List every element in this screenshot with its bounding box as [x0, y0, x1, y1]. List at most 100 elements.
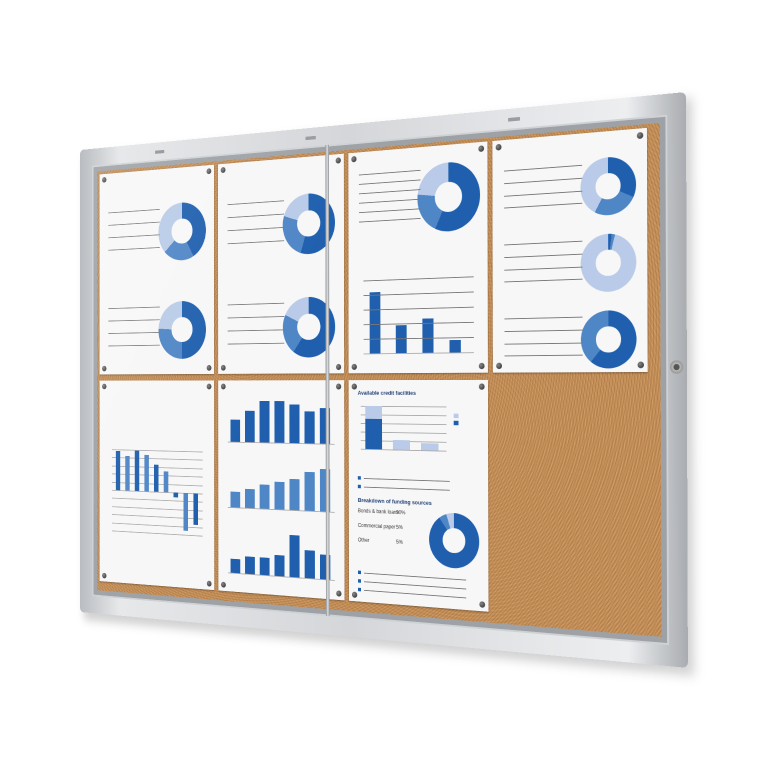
track-marker [508, 116, 520, 122]
chart-bar [304, 549, 315, 579]
pin-icon [335, 383, 342, 390]
chart-bar [245, 556, 255, 575]
pin-icon [478, 383, 485, 390]
chart-bar [144, 454, 149, 492]
chart-bar [153, 464, 159, 492]
label-line [363, 486, 450, 491]
chart-bar [230, 491, 241, 508]
label-line [364, 581, 467, 590]
label-line [504, 177, 583, 184]
label-line [108, 318, 160, 322]
donut-chart [282, 191, 336, 255]
chart-bar [163, 471, 169, 493]
label-line [227, 302, 285, 305]
chart-bar [134, 450, 140, 492]
pin-icon [336, 590, 342, 597]
label-line [504, 190, 583, 197]
pin-icon [206, 168, 212, 175]
chart-bar [173, 492, 179, 498]
chart-bar [449, 340, 461, 353]
chart-bar [245, 488, 255, 509]
pin-icon [496, 362, 503, 370]
donut-chart [158, 200, 206, 262]
chart-bar [289, 478, 300, 511]
bullet [357, 579, 361, 583]
pin-icon [478, 145, 485, 153]
label-line [108, 208, 160, 213]
label-line [358, 217, 421, 223]
chart-bar [230, 419, 241, 442]
track-marker [155, 149, 165, 154]
lock-icon[interactable] [669, 360, 684, 374]
chart-bar [183, 492, 189, 532]
pin-icon [206, 580, 212, 587]
pin-icon [351, 363, 357, 370]
pin-icon [351, 155, 357, 163]
chart-gridline [112, 522, 203, 529]
poster-sheet [348, 141, 488, 374]
chart-bar [115, 450, 121, 491]
track-marker [305, 135, 316, 141]
chart-bar [319, 407, 331, 444]
label-line [108, 233, 160, 238]
pin-icon [220, 383, 226, 390]
chart-bar [274, 481, 285, 510]
donut-chart [158, 299, 207, 359]
pin-icon [102, 572, 107, 579]
donut-chart [580, 155, 637, 217]
pin-icon [351, 383, 357, 390]
chart-title: Breakdown of funding sources [357, 497, 432, 507]
pin-icon [102, 176, 107, 183]
pin-icon [351, 591, 358, 598]
poster-sheet [492, 127, 648, 373]
chart-bar [259, 557, 270, 576]
pin-icon [102, 383, 107, 390]
label-line [227, 199, 285, 205]
label-line [363, 276, 474, 282]
bullet [357, 476, 361, 480]
label-line [108, 221, 160, 226]
chart-bar [304, 410, 315, 444]
chart-bar [392, 439, 411, 450]
chart-bar [274, 401, 285, 443]
pin-icon [479, 601, 486, 608]
label-line [227, 239, 285, 244]
pin-icon [220, 166, 226, 174]
label-line [227, 342, 285, 345]
chart-bar [365, 418, 383, 450]
chart-bar [259, 400, 270, 443]
chart-bar [193, 493, 199, 526]
label-line [364, 572, 467, 581]
poster-sheet [99, 380, 215, 591]
chart-bar [319, 554, 331, 580]
pin-icon [637, 361, 644, 369]
legend-swatch [453, 420, 459, 426]
pin-icon [636, 131, 644, 140]
cork-board: Available credit facilities Breakdown of … [97, 122, 662, 637]
chart-bar [289, 404, 300, 444]
chart-bar [319, 468, 331, 512]
label-line [227, 226, 285, 231]
chart-gridline [112, 497, 203, 503]
pin-icon [495, 143, 502, 151]
chart-bar [421, 442, 439, 451]
label-line [358, 198, 421, 204]
label-line [504, 342, 583, 345]
label-line [504, 253, 583, 258]
chart-bar [259, 484, 270, 509]
showcase-frame: Available credit facilities Breakdown of … [79, 91, 688, 668]
poster-sheet: Available credit facilities Breakdown of … [348, 379, 489, 612]
legend-value: 5% [396, 540, 403, 546]
pin-icon [335, 157, 341, 164]
label-line [108, 331, 160, 334]
label-line [504, 164, 583, 172]
pin-icon [206, 383, 212, 390]
label-line [504, 240, 583, 246]
bullet [357, 484, 361, 489]
pin-icon [220, 364, 226, 371]
chart-title: Available credit facilities [357, 390, 416, 397]
legend-label: Other [357, 537, 370, 544]
bullet [357, 587, 362, 592]
poster-sheet [218, 153, 345, 374]
